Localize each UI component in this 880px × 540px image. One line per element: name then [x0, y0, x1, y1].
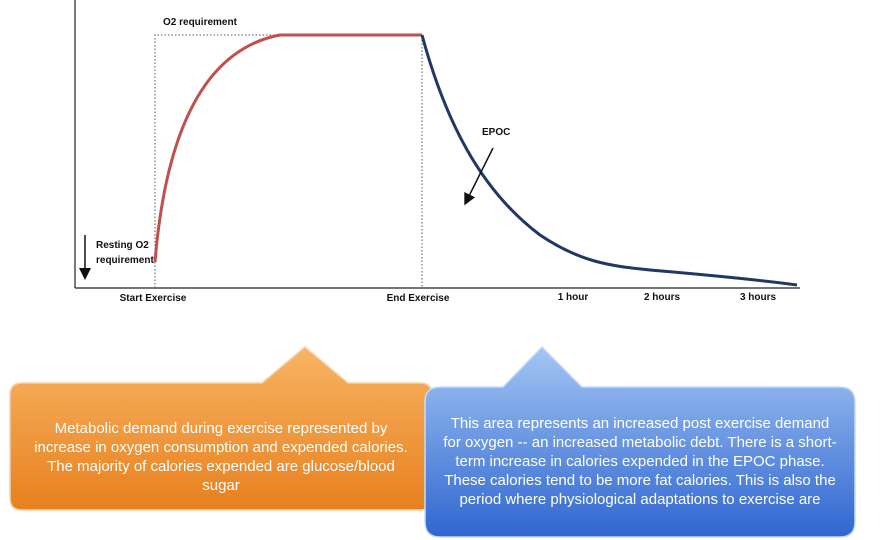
x-label: 1 hour: [558, 292, 589, 303]
resting-label: requirement: [96, 255, 154, 266]
x-label: 3 hours: [740, 292, 777, 303]
x-label: 2 hours: [644, 292, 681, 303]
epoc-callout: [424, 345, 856, 538]
o2-label: O2 requirement: [163, 17, 238, 28]
epoc-callout-text: This area represents an increased post e…: [443, 415, 837, 508]
exercise-curve: [153, 33, 422, 263]
x-label: End Exercise: [387, 293, 450, 304]
x-label: Start Exercise: [120, 293, 187, 304]
epoc-label: EPOC: [482, 127, 510, 138]
exercise-callout-text: Metabolic demand during exercise represe…: [34, 420, 408, 494]
resting-label: Resting O2: [96, 240, 149, 251]
epoc-curve: [420, 34, 798, 287]
epoc-arrow: [464, 147, 494, 206]
requirement-box: [154, 34, 423, 288]
exercise-callout: [9, 346, 433, 511]
